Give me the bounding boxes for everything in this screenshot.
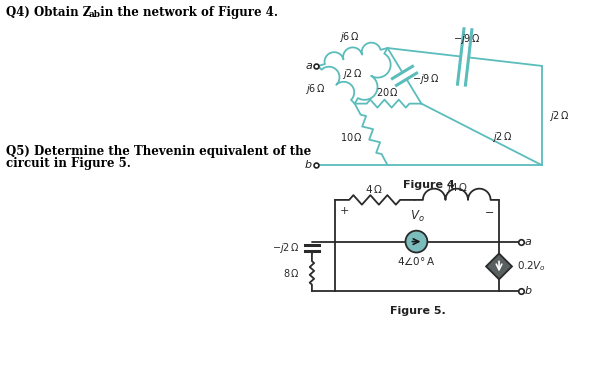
Text: a: a — [305, 61, 312, 71]
Text: Q5) Determine the Thevenin equivalent of the: Q5) Determine the Thevenin equivalent of… — [7, 146, 311, 158]
Text: $0.2V_o$: $0.2V_o$ — [517, 260, 546, 273]
Text: $j2\,\Omega$: $j2\,\Omega$ — [492, 130, 512, 144]
Text: $-j9\,\Omega$: $-j9\,\Omega$ — [453, 32, 481, 46]
Polygon shape — [486, 254, 512, 279]
Text: $4\,\Omega$: $4\,\Omega$ — [365, 183, 382, 195]
Text: a: a — [525, 237, 532, 247]
Text: b: b — [525, 286, 532, 296]
Text: in the network of Figure 4.: in the network of Figure 4. — [96, 6, 278, 20]
Text: $j2\,\Omega$: $j2\,\Omega$ — [342, 67, 363, 81]
Text: $4\angle 0°\,\mathrm{A}$: $4\angle 0°\,\mathrm{A}$ — [397, 255, 436, 267]
Text: $-j2\,\Omega$: $-j2\,\Omega$ — [272, 240, 300, 255]
Text: $j6\,\Omega$: $j6\,\Omega$ — [306, 82, 326, 96]
Text: ab: ab — [89, 10, 101, 20]
Text: $-$: $-$ — [484, 206, 494, 216]
Circle shape — [405, 231, 427, 252]
Text: Figure 5.: Figure 5. — [389, 306, 445, 316]
Text: b: b — [305, 160, 312, 170]
Text: +: + — [340, 206, 349, 216]
Text: $8\,\Omega$: $8\,\Omega$ — [283, 267, 300, 279]
Text: $V_o$: $V_o$ — [410, 209, 424, 224]
Text: $20\,\Omega$: $20\,\Omega$ — [376, 86, 399, 98]
Text: Figure 4: Figure 4 — [404, 180, 455, 190]
Text: $j2\,\Omega$: $j2\,\Omega$ — [549, 108, 569, 123]
Text: circuit in Figure 5.: circuit in Figure 5. — [7, 157, 131, 170]
Text: Q4) Obtain Z: Q4) Obtain Z — [7, 6, 92, 20]
Text: $j6\,\Omega$: $j6\,\Omega$ — [339, 30, 360, 44]
Text: $10\,\Omega$: $10\,\Omega$ — [340, 131, 363, 143]
Text: $-j9\,\Omega$: $-j9\,\Omega$ — [413, 72, 440, 86]
Text: $j4\,\Omega$: $j4\,\Omega$ — [446, 181, 468, 195]
